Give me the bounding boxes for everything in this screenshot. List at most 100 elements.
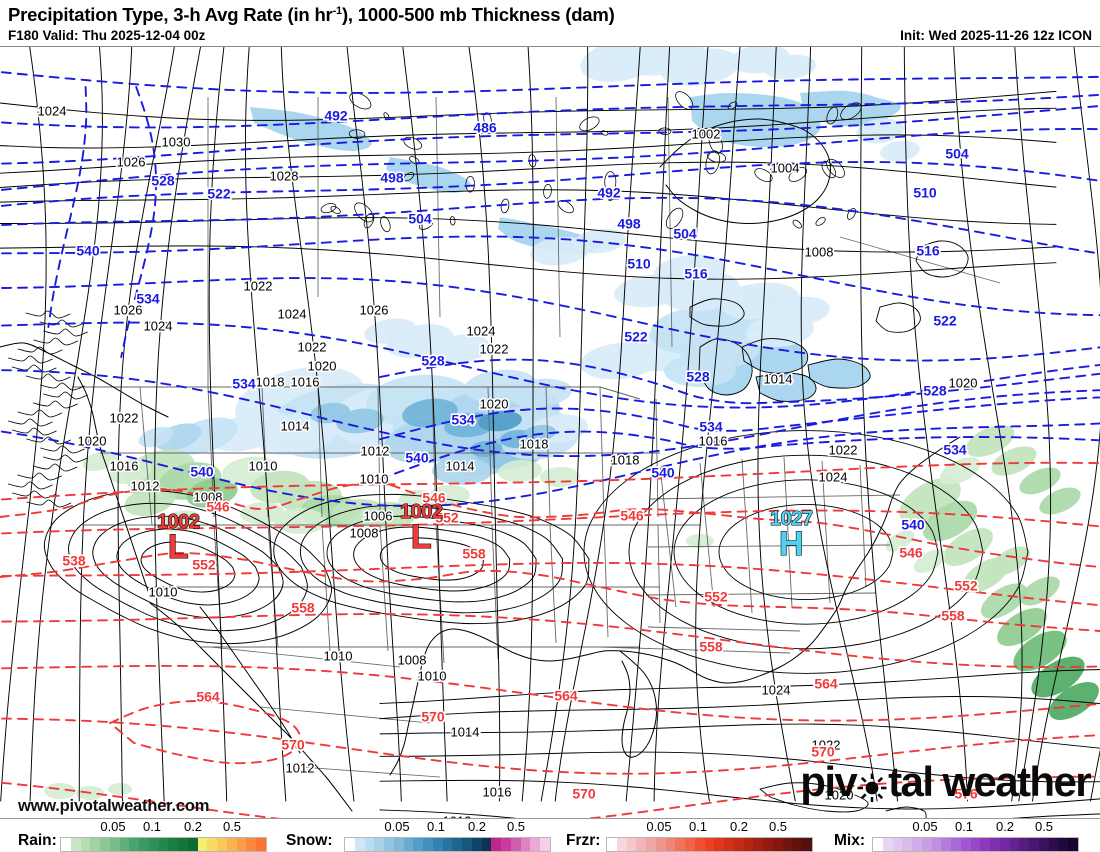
legend-colorbar-frzr[interactable] <box>606 837 813 852</box>
legend-swatch <box>510 838 521 851</box>
legend-swatch <box>432 838 443 851</box>
contour-label: 1014 <box>764 371 793 386</box>
contour-label: 558 <box>699 639 723 655</box>
legend-swatch <box>873 838 883 851</box>
legend-swatch <box>187 838 198 851</box>
map-header: Precipitation Type, 3-h Avg Rate (in hr-… <box>0 0 1100 46</box>
contour-label: 564 <box>196 689 220 705</box>
legend-swatch <box>354 838 365 851</box>
legend-swatch <box>70 838 81 851</box>
contour-label: 498 <box>380 170 404 186</box>
contour-label: 1008 <box>398 652 427 667</box>
legend-swatch <box>226 838 237 851</box>
legend-swatch <box>802 838 812 851</box>
legend-tick-frzr: 0.2 <box>729 819 749 834</box>
contour-label: 1024 <box>278 306 307 321</box>
contour-label: 522 <box>624 329 648 345</box>
legend-swatch <box>256 838 266 851</box>
legend-swatch <box>782 838 793 851</box>
contour-label: 1010 <box>149 584 178 599</box>
legend-swatch <box>168 838 178 851</box>
legend-tick-snow: 0.1 <box>426 819 446 834</box>
legend-swatch <box>980 838 990 851</box>
legend-swatch <box>471 838 482 851</box>
site-url-watermark: www.pivotalweather.com <box>18 797 210 815</box>
legend-swatch <box>413 838 423 851</box>
contour-label: 540 <box>76 243 100 259</box>
legend-swatch <box>616 838 627 851</box>
legend-swatch <box>100 838 110 851</box>
legend-tick-rain: 0.1 <box>142 819 162 834</box>
legend-colorbar-snow[interactable] <box>344 837 551 852</box>
legend-label-snow: Snow: <box>286 832 333 849</box>
legend-tick-frzr: 0.5 <box>768 819 788 834</box>
contour-label: 570 <box>281 737 305 753</box>
legend-swatch <box>999 838 1010 851</box>
legend-swatch <box>520 838 531 851</box>
contour-label: 540 <box>901 517 925 533</box>
contour-label: 1028 <box>270 168 299 183</box>
contour-label: 558 <box>941 608 965 624</box>
legend-swatch <box>197 838 208 851</box>
contour-label: 498 <box>617 216 641 232</box>
contour-label: 522 <box>207 186 231 202</box>
legend-swatch <box>452 838 462 851</box>
contour-label: 1030 <box>162 134 191 149</box>
legend-swatch <box>119 838 130 851</box>
contour-label: 1022 <box>244 278 273 293</box>
legend-tick-snow: 0.2 <box>467 819 487 834</box>
legend-swatch <box>646 838 656 851</box>
sun-icon <box>857 767 887 803</box>
contour-label: 1018 <box>611 452 640 467</box>
contour-label: 1006 <box>364 508 393 523</box>
contour-label: 552 <box>435 510 459 526</box>
contour-label: 1020 <box>480 396 509 411</box>
legend-swatch <box>1058 838 1068 851</box>
contour-label: 1002 <box>692 126 721 141</box>
contour-label: 510 <box>627 256 651 272</box>
contour-label: 534 <box>136 291 160 307</box>
legend-tick-frzr: 0.1 <box>688 819 708 834</box>
contour-label: 1012 <box>286 760 315 775</box>
legend-group-frzr: Frzr: 0.05 0.1 0.2 0.5 <box>0 819 1100 852</box>
legend-group-mix: Mix: 0.05 0.1 0.2 0.5 <box>0 819 1100 852</box>
contour-label: 1008 <box>194 489 223 504</box>
legend-swatch <box>724 838 734 851</box>
contour-label: 1016 <box>110 458 139 473</box>
legend-swatch <box>345 838 355 851</box>
legend-swatch <box>990 838 1000 851</box>
contour-label: 1022 <box>480 341 509 356</box>
legend-swatch <box>902 838 912 851</box>
contour-label: 1016 <box>291 374 320 389</box>
legend-swatch <box>148 838 159 851</box>
contour-label: 1012 <box>131 478 160 493</box>
contour-label: 504 <box>408 211 432 227</box>
contour-label: 564 <box>554 688 578 704</box>
contour-label: 1020 <box>78 433 107 448</box>
contour-label: 570 <box>572 786 596 802</box>
legend-tick-rain: 0.05 <box>100 819 126 834</box>
legend-swatch <box>931 838 942 851</box>
legend-swatch <box>626 838 637 851</box>
contour-label: 570 <box>421 709 445 725</box>
contour-label: 1012 <box>361 443 390 458</box>
contour-label: 534 <box>232 376 256 392</box>
legend-swatch <box>374 838 384 851</box>
contour-label: 540 <box>190 464 214 480</box>
contour-label: 1014 <box>446 458 475 473</box>
contour-label: 1024 <box>762 682 791 697</box>
legend-swatch <box>733 838 744 851</box>
legend-swatch <box>704 838 715 851</box>
legend-swatch <box>109 838 120 851</box>
map-canvas[interactable]: 1024 1030 1026 1028 1028 1022 1026 1024 1024 1026… <box>0 46 1100 819</box>
legend-swatch <box>743 838 754 851</box>
contour-label: 1022 <box>829 442 858 457</box>
contour-label: 522 <box>933 313 957 329</box>
thickness-contours-warm <box>0 461 1100 819</box>
contour-label: 1014 <box>281 418 310 433</box>
valid-time-label: F180 Valid: Thu 2025-12-04 00z <box>8 28 206 43</box>
contour-label: 1022 <box>298 339 327 354</box>
legend-swatch <box>921 838 932 851</box>
contour-label: 528 <box>151 173 175 189</box>
